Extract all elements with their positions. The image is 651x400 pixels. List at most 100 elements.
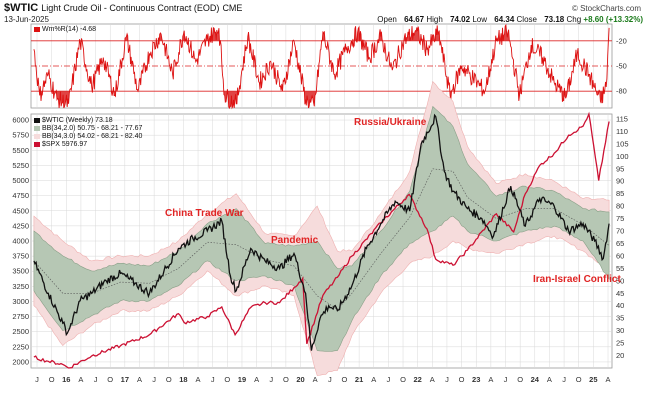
ohlc-readout: Open 64.67 High 74.02 Low 64.34 Close 73… — [377, 15, 643, 24]
y-right-tick-label: 20 — [616, 351, 624, 360]
x-tick-label: A — [196, 375, 201, 384]
x-tick-label: A — [430, 375, 435, 384]
main-price-panel: J O 16 A J O 17 A J O 18 A J O 19 A J O 20 A J O 21 A J O 22 A J O 23 A… — [12, 81, 629, 384]
x-tick-label: J — [152, 375, 156, 384]
y-left-tick-label: 2250 — [12, 342, 29, 351]
legend-spx-swatch — [34, 141, 40, 147]
y-left-tick-label: 5750 — [12, 131, 29, 140]
y-right-tick-label: 40 — [616, 301, 624, 310]
x-tick-label: O — [49, 375, 55, 384]
y-right-tick-label: 45 — [616, 289, 624, 298]
x-tick-label: 22 — [413, 375, 421, 384]
y-right-tick-label: 30 — [616, 326, 624, 335]
legend: $WTIC (Weekly) 73.18 BB(34,2.0) 50.75 - … — [34, 117, 142, 149]
y-left-tick-label: 3000 — [12, 297, 29, 306]
y-left-tick-label: 4500 — [12, 206, 29, 215]
chart-title: $WTIC Light Crude Oil - Continuous Contr… — [4, 2, 242, 14]
y-right-tick-label: 50 — [616, 276, 624, 285]
y-right-tick-label: 55 — [616, 264, 624, 273]
brand-watermark: © StockCharts.com — [571, 4, 641, 13]
y-left-tick-label: 2000 — [12, 357, 29, 366]
indicator-swatch — [34, 26, 40, 32]
y-right-tick-label: 115 — [616, 114, 628, 123]
y-right-tick-label: 105 — [616, 139, 629, 148]
y-right-tick-label: 85 — [616, 189, 624, 198]
y-left-tick-label: 5000 — [12, 176, 29, 185]
y-right-tick-label: 95 — [616, 164, 624, 173]
y-left-tick-label: 3750 — [12, 252, 29, 261]
legend-wtic-label: $WTIC (Weekly) 73.18 — [42, 117, 113, 124]
close-value: 73.18 — [544, 15, 565, 24]
x-tick-label: J — [328, 375, 332, 384]
y-left-tick-label: 4000 — [12, 237, 29, 246]
high-label: High — [426, 15, 443, 24]
y-right-tick-label: 70 — [616, 227, 624, 236]
x-tick-label: 17 — [121, 375, 129, 384]
low-label: Low — [472, 15, 488, 24]
indicator-level-label: -80 — [616, 87, 627, 96]
x-tick-label: O — [107, 375, 113, 384]
legend-bb2: BB(34,3.0) 54.02 - 68.21 - 82.40 — [34, 133, 142, 141]
y-left-tick-label: 4250 — [12, 221, 29, 230]
annotation-russia-ukraine: Russia/Ukraine — [354, 117, 427, 128]
y-left-tick-label: 4750 — [12, 191, 29, 200]
y-right-tick-label: 65 — [616, 239, 624, 248]
legend-wtic-swatch — [34, 117, 40, 123]
x-tick-label: 19 — [238, 375, 246, 384]
x-tick-label: O — [576, 375, 582, 384]
y-left-tick-label: 5500 — [12, 146, 29, 155]
x-tick-label: O — [342, 375, 348, 384]
open-value: 64.67 — [404, 15, 425, 24]
x-tick-label: 16 — [62, 375, 70, 384]
legend-spx: $SPX 5976.97 — [34, 141, 142, 149]
x-tick-label: O — [166, 375, 172, 384]
wtic-line — [33, 113, 610, 351]
x-tick-label: 21 — [355, 375, 363, 384]
x-tick-label: 25 — [589, 375, 597, 384]
williams-r-panel: -20 -50 -80 — [30, 23, 627, 110]
x-tick-label: O — [517, 375, 523, 384]
y-right-tick-label: 90 — [616, 177, 624, 186]
x-tick-label: A — [313, 375, 318, 384]
x-tick-label: A — [371, 375, 376, 384]
x-tick-label: 20 — [296, 375, 304, 384]
symbol-label: $WTIC — [4, 2, 39, 14]
close-label: Close — [516, 15, 537, 24]
x-tick-label: A — [137, 375, 142, 384]
spx-line — [33, 111, 610, 369]
legend-bb2-swatch — [34, 133, 40, 139]
annotation-iran-israel: Iran-Israel Conflict — [533, 274, 621, 285]
annotations: China Trade War Pandemic Russia/Ukraine … — [165, 117, 621, 285]
indicator-label: Wm%R(14) -4.68 — [34, 26, 96, 33]
x-tick-label: 23 — [472, 375, 480, 384]
y-left-tick-label: 3500 — [12, 267, 29, 276]
x-tick-label: A — [78, 375, 83, 384]
legend-bb2-label: BB(34,3.0) 54.02 - 68.21 - 82.40 — [42, 133, 143, 140]
change-value: +8.60 (+13.32%) — [583, 15, 643, 24]
legend-bb1-swatch — [34, 125, 40, 131]
y-left-tick-label: 3250 — [12, 282, 29, 291]
x-tick-label: O — [459, 375, 465, 384]
y-right-tick-label: 35 — [616, 314, 624, 323]
x-tick-label: J — [387, 375, 391, 384]
x-tick-label: A — [254, 375, 259, 384]
x-tick-label: A — [605, 375, 610, 384]
y-right-tick-label: 75 — [616, 214, 624, 223]
y-right-tick-label: 80 — [616, 202, 624, 211]
low-value: 64.34 — [494, 15, 515, 24]
x-tick-label: J — [269, 375, 273, 384]
bb-inner-band — [33, 105, 610, 352]
x-tick-label: J — [504, 375, 508, 384]
high-value: 74.02 — [450, 15, 471, 24]
x-tick-label: A — [547, 375, 552, 384]
legend-spx-label: $SPX 5976.97 — [42, 141, 88, 148]
indicator-level-label: -50 — [616, 62, 627, 71]
legend-bb1: BB(34,2.0) 50.75 - 68.21 - 77.67 — [34, 125, 142, 133]
symbol-description: Light Crude Oil - Continuous Contract (E… — [41, 3, 220, 13]
y-right-tick-label: 60 — [616, 251, 624, 260]
y-right-tick-label: 25 — [616, 339, 624, 348]
legend-bb1-label: BB(34,2.0) 50.75 - 68.21 - 77.67 — [42, 125, 143, 132]
indicator-level-label: -20 — [616, 36, 627, 45]
x-tick-label: J — [94, 375, 98, 384]
